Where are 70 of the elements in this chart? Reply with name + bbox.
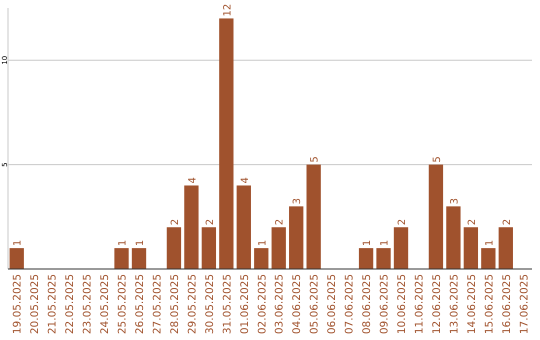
data-label: 3	[449, 198, 460, 204]
x-tick-label: 17.06.2025	[518, 274, 530, 334]
x-tick-label: 30.05.2025	[204, 274, 216, 334]
bar	[132, 248, 146, 269]
x-tick-label: 22.05.2025	[64, 274, 76, 334]
bar	[481, 248, 496, 269]
x-tick-label: 10.06.2025	[396, 274, 408, 334]
x-tick-label: 01.06.2025	[238, 274, 251, 334]
data-label: 5	[432, 156, 443, 163]
bar	[10, 248, 24, 269]
data-label: 5	[310, 156, 321, 163]
x-tick-label: 27.05.2025	[151, 274, 164, 334]
bar	[306, 164, 321, 269]
bar	[254, 248, 268, 269]
data-label: 3	[292, 198, 304, 204]
x-tick-label: 16.06.2025	[500, 274, 513, 334]
data-label: 1	[12, 240, 24, 246]
x-tick-label: 21.05.2025	[46, 274, 59, 334]
x-tick-label: 05.06.2025	[308, 274, 321, 334]
data-label: 2	[466, 218, 478, 226]
x-tick-label: 24.05.2025	[99, 274, 112, 334]
bar	[446, 206, 461, 269]
bar	[272, 227, 286, 269]
bar	[166, 227, 182, 269]
bar	[358, 248, 374, 269]
x-tick-label: 07.06.2025	[344, 274, 356, 334]
data-label: 2	[274, 218, 286, 226]
bar	[202, 227, 216, 269]
x-tick-label: 26.05.2025	[134, 274, 146, 334]
x-tick-label: 13.06.2025	[448, 274, 460, 334]
data-label: 1	[118, 240, 129, 246]
data-label: 1	[362, 240, 374, 246]
x-tick-label: 19.05.2025	[12, 274, 24, 334]
data-label: 2	[204, 218, 216, 226]
bar	[219, 18, 234, 269]
bar	[394, 227, 408, 269]
bar	[376, 248, 391, 269]
data-label: 12	[222, 4, 234, 16]
bar	[498, 227, 513, 269]
data-label: 1	[257, 240, 268, 246]
x-tick-label: 20.05.2025	[29, 274, 42, 334]
x-tick-label: 03.06.2025	[274, 274, 286, 334]
data-label: 2	[397, 218, 408, 226]
x-tick-label: 09.06.2025	[378, 274, 391, 334]
bar	[428, 164, 444, 269]
x-tick-label: 23.05.2025	[82, 274, 94, 334]
x-tick-label: 06.06.2025	[326, 274, 338, 334]
x-tick-label: 15.06.2025	[483, 274, 496, 334]
bar	[289, 206, 304, 269]
x-tick-label: 04.06.2025	[291, 274, 304, 334]
bar	[184, 185, 199, 269]
x-tick-label: 02.06.2025	[256, 274, 268, 334]
x-tick-label: 12.06.2025	[430, 274, 443, 334]
x-tick-label: 25.05.2025	[116, 274, 129, 334]
x-tick-label: 28.05.2025	[168, 274, 181, 334]
data-label: 2	[170, 218, 181, 226]
data-label: 2	[502, 218, 513, 226]
data-label: 1	[135, 240, 146, 246]
x-tick-label: 11.06.2025	[413, 274, 426, 334]
x-tick-label: 31.05.2025	[221, 274, 234, 334]
bar	[236, 185, 251, 269]
data-label: 4	[187, 177, 198, 184]
bar	[464, 227, 478, 269]
data-label: 1	[484, 240, 496, 246]
bar	[114, 248, 129, 269]
data-label: 1	[380, 240, 391, 246]
x-tick-label: 14.06.2025	[466, 274, 478, 334]
data-label: 4	[240, 177, 251, 184]
x-tick-label: 08.06.2025	[361, 274, 374, 334]
x-tick-label: 29.05.2025	[186, 274, 198, 334]
